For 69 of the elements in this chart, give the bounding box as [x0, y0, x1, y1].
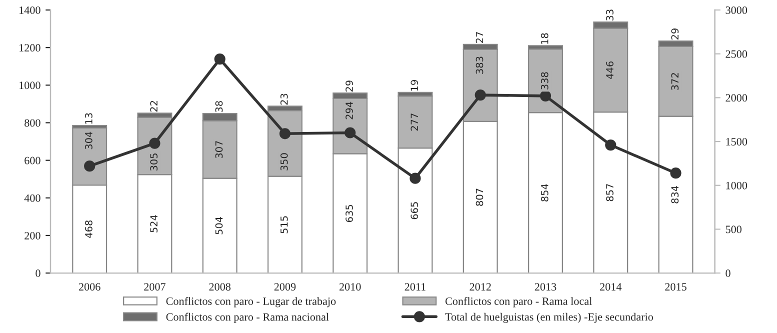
point [149, 138, 160, 149]
x-tick-label: 2010 [339, 283, 361, 291]
legend-label: Conflictos con paro - Lugar de trabajo [166, 297, 336, 308]
x-tick-label: 2008 [209, 283, 231, 291]
data-label: 277 [410, 114, 418, 131]
x-tick-label: 2006 [78, 283, 100, 291]
legend-label: Conflictos con paro - Rama local [445, 297, 592, 308]
y-tick-label: 0 [36, 270, 40, 278]
y-tick-label: 400 [24, 194, 40, 202]
data-label: 27 [476, 32, 484, 43]
point [84, 160, 96, 172]
data-label: 524 [150, 215, 158, 232]
data-label: 305 [150, 154, 158, 171]
y-tick-label: 1000 [20, 82, 40, 90]
data-label: 383 [476, 56, 484, 74]
x-tick-label: 2013 [534, 283, 556, 291]
data-label: 854 [540, 184, 548, 202]
legend-label: Total de huelguistas (en miles) -Eje secundario [445, 312, 653, 323]
y-tick-label: 800 [24, 119, 40, 127]
data-label: 446 [606, 61, 614, 79]
data-label: 635 [346, 204, 353, 222]
y2-tick-label: 500 [726, 226, 742, 234]
y-tick-label: 600 [24, 156, 40, 164]
data-label: 13 [85, 113, 92, 124]
x-tick-label: 2009 [274, 283, 296, 291]
data-label: 515 [280, 216, 288, 234]
y-tick-label: 1400 [20, 6, 40, 14]
y2-tick-label: 3000 [726, 6, 748, 14]
x-tick-label: 2015 [665, 283, 686, 291]
data-label: 304 [85, 132, 92, 150]
y-tick-label: 200 [24, 232, 40, 240]
data-label: 29 [671, 28, 679, 40]
data-label: 834 [671, 186, 679, 204]
y2-tick-label: 0 [726, 270, 730, 278]
data-label: 294 [346, 102, 353, 120]
data-label: 665 [410, 202, 418, 220]
data-label: 857 [606, 184, 614, 202]
data-label: 22 [150, 101, 158, 112]
point [605, 139, 616, 151]
data-label: 338 [540, 72, 548, 90]
x-tick-label: 2014 [600, 283, 622, 291]
y2-tick-label: 2500 [726, 50, 748, 58]
data-label: 29 [346, 80, 353, 92]
data-label: 350 [280, 153, 288, 170]
data-label: 307 [215, 141, 223, 158]
x-tick-label: 2011 [404, 283, 426, 291]
point [670, 168, 682, 179]
data-label: 33 [606, 10, 614, 21]
legend-label: Conflictos con paro - Rama nacional [166, 312, 329, 323]
data-label: 468 [85, 220, 92, 238]
point [474, 89, 486, 101]
point [214, 54, 226, 65]
data-label: 23 [280, 94, 288, 105]
y2-tick-label: 1000 [726, 182, 748, 190]
data-label: 807 [476, 188, 484, 206]
y2-tick-label: 2000 [726, 94, 748, 102]
x-tick-label: 2012 [470, 283, 491, 291]
data-label: 372 [671, 73, 679, 90]
data-label: 18 [540, 33, 548, 44]
point [344, 127, 356, 138]
point [540, 90, 552, 102]
data-label: 19 [410, 80, 418, 91]
data-label: 38 [215, 101, 223, 112]
data-label: 504 [215, 216, 223, 234]
x-tick-label: 2007 [144, 283, 166, 291]
point [279, 128, 291, 140]
point [410, 172, 421, 184]
y-tick-label: 1200 [20, 44, 40, 52]
y2-tick-label: 1500 [726, 138, 748, 146]
